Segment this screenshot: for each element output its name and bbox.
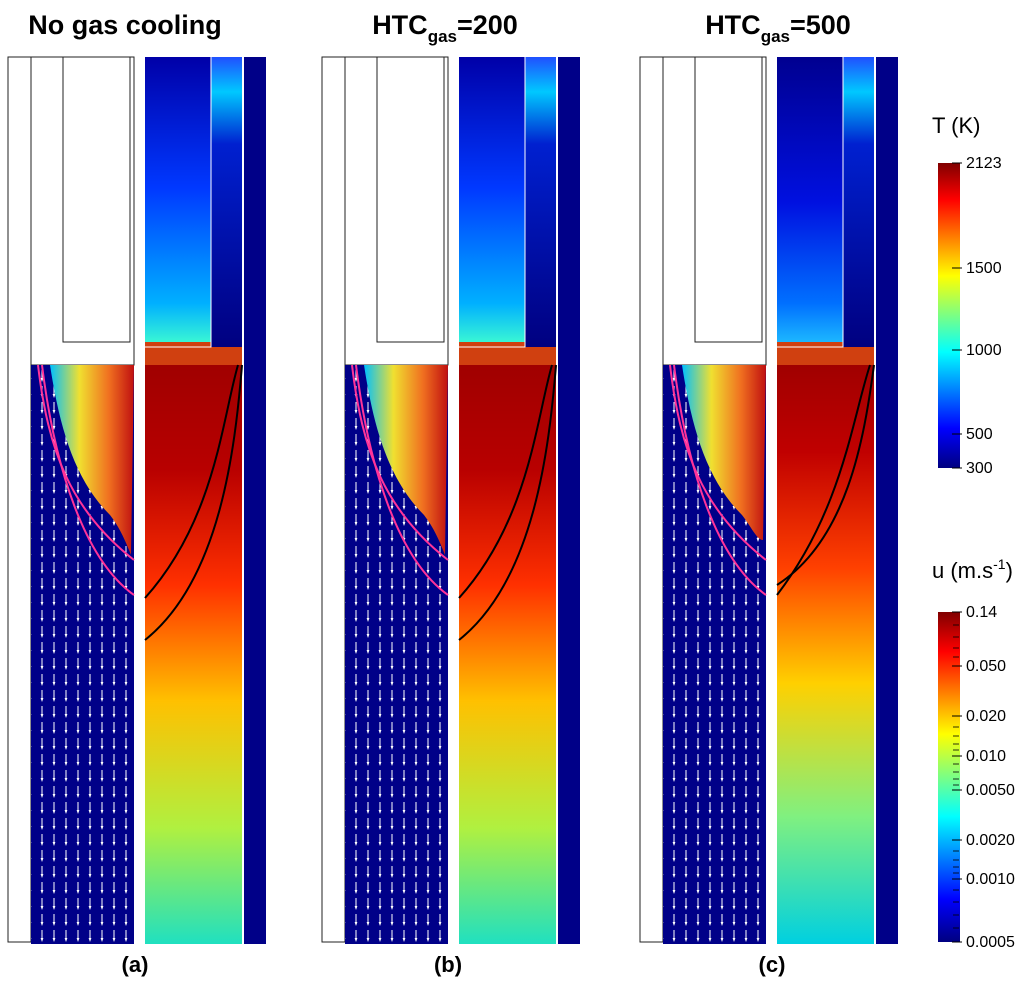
colorbar-tick-label: 1500 bbox=[966, 260, 1002, 277]
panel-label: (c) bbox=[759, 952, 786, 977]
electrode-boundary bbox=[459, 57, 526, 348]
velocity-colorbar-gradient bbox=[938, 612, 960, 942]
mold-crucible bbox=[558, 57, 580, 944]
panel-title: No gas cooling bbox=[28, 10, 222, 40]
colorbar-tick-label: 0.010 bbox=[966, 748, 1006, 765]
temperature-ingot bbox=[777, 365, 874, 944]
colorbar-tick-label: 0.020 bbox=[966, 708, 1006, 725]
colorbar-tick-label: 0.0020 bbox=[966, 832, 1015, 849]
upper-region-outline bbox=[344, 56, 449, 366]
temperature-colorbar: T (K) 2123 1500 1000 500 300 bbox=[932, 113, 1002, 477]
solidus-curve-left bbox=[41, 364, 135, 596]
panel-title: HTCgas=200 bbox=[372, 10, 518, 46]
panel-label: (b) bbox=[434, 952, 462, 977]
solidus-curve-left bbox=[673, 364, 767, 596]
panel-b: HTCgas=200 (b) bbox=[321, 10, 580, 977]
colorbar-tick-label: 500 bbox=[966, 426, 993, 443]
mold-wall-outline bbox=[7, 56, 32, 943]
mold-wall-outline bbox=[321, 56, 346, 943]
upper-region-outline bbox=[662, 56, 767, 366]
melt-pool-velocity bbox=[682, 365, 766, 540]
gas-gap-region bbox=[211, 57, 242, 347]
electrode-outline bbox=[694, 57, 763, 343]
panel-label: (a) bbox=[122, 952, 149, 977]
electrode-boundary bbox=[145, 57, 212, 348]
liquidus-curve-right bbox=[458, 364, 553, 599]
colorbar-tick-label: 0.0010 bbox=[966, 871, 1015, 888]
temperature-colorbar-gradient bbox=[938, 163, 960, 468]
gas-gap-region bbox=[843, 57, 874, 347]
gas-gap-region bbox=[525, 57, 556, 347]
solidus-curve-right bbox=[458, 364, 557, 641]
temperature-ingot bbox=[459, 365, 556, 944]
colorbar-tick-label: 1000 bbox=[966, 342, 1002, 359]
electrode-outline bbox=[376, 57, 445, 343]
colorbar-tick-label: 300 bbox=[966, 460, 993, 477]
colorbar-tick-label: 2123 bbox=[966, 155, 1002, 172]
panel-title: HTCgas=500 bbox=[705, 10, 851, 46]
melt-pool-velocity bbox=[50, 365, 134, 555]
electrode-outline bbox=[62, 57, 131, 343]
velocity-colorbar: u (m.s-1) 0.14 0.050 0.020 0.010 0.0050 0.002… bbox=[932, 556, 1015, 951]
electrode-boundary bbox=[777, 57, 844, 348]
liquidus-curve-left bbox=[351, 364, 449, 561]
temperature-ingot bbox=[145, 365, 242, 944]
liquidus-curve-right bbox=[144, 364, 239, 599]
panel-a: No gas cooling (a) bbox=[7, 10, 266, 977]
upper-region-outline bbox=[30, 56, 135, 366]
solidus-curve-left bbox=[355, 364, 449, 596]
temperature-colorbar-title: T (K) bbox=[932, 113, 980, 138]
velocity-colorbar-title: u (m.s-1) bbox=[932, 556, 1013, 583]
temperature-electrode-tip bbox=[459, 342, 556, 365]
liquidus-curve-right bbox=[776, 364, 871, 596]
temperature-electrode-tip bbox=[145, 342, 242, 365]
mold-wall-outline bbox=[639, 56, 664, 943]
colorbar-tick-label: 0.0005 bbox=[966, 934, 1015, 951]
colorbar-tick-label: 0.0050 bbox=[966, 782, 1015, 799]
liquidus-curve-left bbox=[669, 364, 767, 561]
temperature-electrode-tip bbox=[777, 342, 874, 365]
mold-crucible bbox=[244, 57, 266, 944]
panel-c: HTCgas=500 (c) bbox=[639, 10, 898, 977]
liquidus-curve-left bbox=[37, 364, 135, 561]
solidus-curve-right bbox=[776, 364, 875, 586]
solidus-curve-right bbox=[144, 364, 243, 641]
mold-crucible bbox=[876, 57, 898, 944]
colorbar-tick-label: 0.14 bbox=[966, 604, 997, 621]
melt-pool-velocity bbox=[364, 365, 448, 555]
colorbar-tick-label: 0.050 bbox=[966, 658, 1006, 675]
